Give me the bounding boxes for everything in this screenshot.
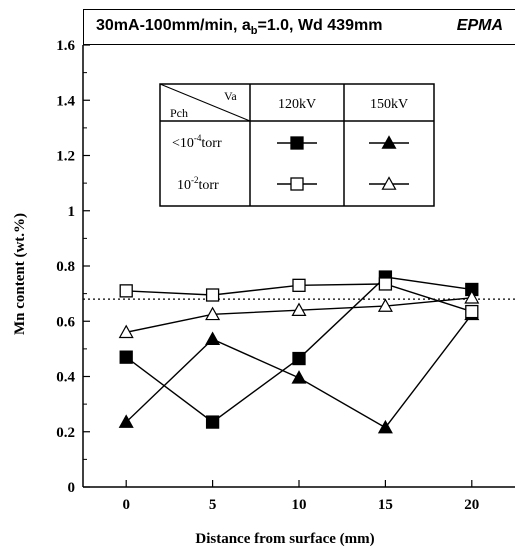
- legend-row-low-pressure: <10-4torr: [172, 133, 222, 151]
- data-point: [205, 306, 221, 321]
- legend-corner-diagonal: [159, 83, 251, 122]
- data-point: [205, 415, 220, 429]
- series-150kV-triangle-open: [118, 290, 480, 339]
- series-150kV-triangle-filled: [118, 306, 480, 434]
- x-tick-label: 5: [209, 497, 217, 513]
- data-point: [377, 419, 393, 434]
- x-axis-title: Distance from surface (mm): [195, 531, 374, 547]
- title-prefix: 30mA-100mm/min, a: [96, 17, 251, 34]
- legend-column-120kv: 120kV: [278, 97, 316, 112]
- legend-sample-marker: [290, 136, 304, 150]
- legend-row-header: Pch: [170, 106, 188, 120]
- x-tick-label: 15: [378, 497, 393, 513]
- y-tick-label: 1.2: [56, 149, 75, 165]
- legend-col-header: Va: [224, 89, 237, 103]
- series-120kV-square-open: [119, 277, 479, 319]
- y-tick-label: 0.4: [56, 370, 75, 386]
- data-point: [118, 414, 134, 428]
- legend-sample-square-open: [277, 177, 317, 191]
- data-point: [291, 370, 307, 384]
- title-suffix: =1.0, Wd 439mm: [257, 17, 383, 34]
- data-point: [205, 288, 220, 302]
- legend-column-150kv: 150kV: [370, 97, 408, 112]
- data-point: [205, 331, 221, 346]
- x-tick-label: 0: [122, 497, 130, 513]
- data-point: [377, 298, 393, 312]
- condition-title: 30mA-100mm/min, ab=1.0, Wd 439mm: [96, 17, 382, 37]
- legend-sample-marker: [381, 135, 397, 149]
- method-label: EPMA: [456, 17, 503, 34]
- x-tick-label: 20: [464, 497, 479, 513]
- y-axis-title: Mn content (wt.%): [12, 213, 28, 335]
- data-point: [292, 278, 306, 292]
- legend-samples: [277, 135, 409, 191]
- data-point: [378, 277, 393, 291]
- y-tick-label: 0.8: [56, 259, 75, 275]
- y-tick-label: 0.6: [56, 314, 75, 330]
- title-subscript: b: [250, 25, 258, 38]
- x-axis-ticks: 0 5 10 15 20: [122, 480, 479, 513]
- data-point: [291, 302, 307, 316]
- y-tick-label: 1: [68, 204, 76, 220]
- series-layer: [118, 270, 480, 434]
- x-tick-label: 10: [292, 497, 307, 513]
- legend-sample-triangle-filled: [369, 135, 409, 149]
- y-tick-label: 0.2: [56, 425, 75, 441]
- data-point: [464, 290, 480, 304]
- data-point: [118, 324, 134, 339]
- legend-table: Va Pch 120kV 150kV <10-4torr 10-2torr: [159, 83, 435, 207]
- data-point: [119, 350, 133, 364]
- legend-sample-triangle-open: [369, 176, 409, 190]
- y-axis-ticks: 0 0.2 0.4 0.6 0.8 1 1.2 1.4 1.6: [56, 38, 90, 496]
- legend-sample-marker: [290, 177, 304, 191]
- y-tick-label: 0: [68, 480, 76, 496]
- data-point: [465, 304, 479, 319]
- data-point: [119, 284, 133, 298]
- legend-sample-marker: [381, 176, 397, 190]
- legend-row-high-pressure: 10-2torr: [177, 175, 219, 193]
- condition-banner: 30mA-100mm/min, ab=1.0, Wd 439mm EPMA: [83, 9, 515, 45]
- series-120kV-square-filled: [119, 270, 479, 429]
- y-tick-label: 1.6: [56, 38, 75, 54]
- y-tick-label: 1.4: [56, 93, 75, 109]
- data-point: [292, 351, 306, 366]
- legend-sample-square-filled: [277, 136, 317, 150]
